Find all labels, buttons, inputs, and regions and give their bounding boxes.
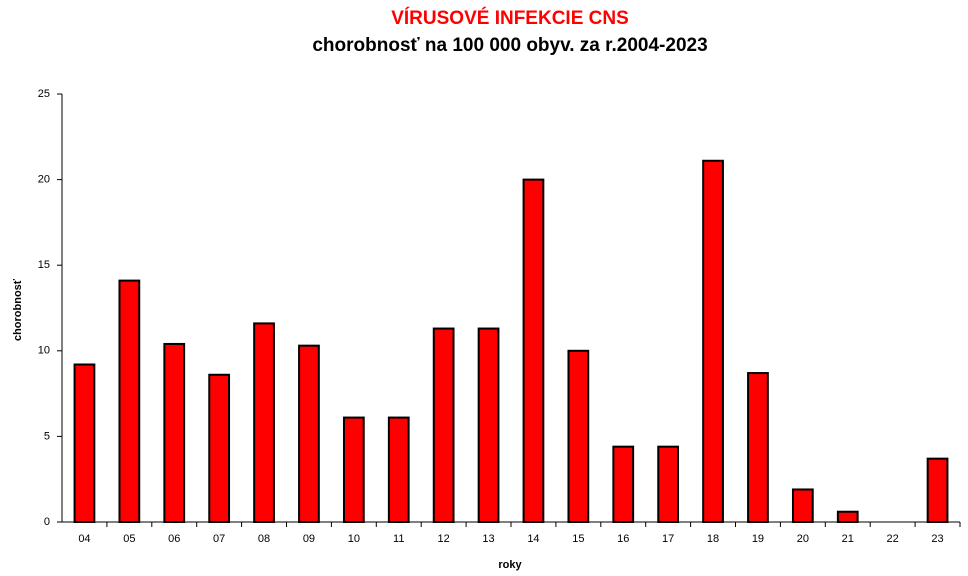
y-tick-label: 20 — [38, 174, 50, 186]
y-tick-label: 15 — [38, 259, 50, 271]
x-tick-label: 09 — [303, 533, 315, 545]
x-tick-label: 23 — [931, 533, 943, 545]
x-tick-label: 16 — [617, 533, 629, 545]
bar — [926, 457, 949, 524]
y-axis-label: chorobnosť — [12, 278, 24, 341]
bar — [208, 373, 231, 523]
x-tick-label: 19 — [752, 533, 764, 545]
x-tick-label: 10 — [348, 533, 360, 545]
bar — [163, 342, 186, 523]
y-tick-label: 0 — [44, 516, 50, 528]
x-tick-label: 18 — [707, 533, 719, 545]
x-axis-label: roky — [498, 559, 522, 571]
x-tick-label: 11 — [393, 533, 404, 545]
x-tick-label: 21 — [842, 533, 854, 545]
bar — [342, 416, 365, 523]
x-tick-label: 20 — [797, 533, 809, 545]
bar — [567, 349, 590, 523]
x-tick-label: 15 — [572, 533, 584, 545]
bar — [477, 327, 500, 523]
y-tick-label: 5 — [44, 430, 50, 442]
x-tick-label: 22 — [887, 533, 899, 545]
bar — [522, 178, 545, 523]
y-tick-label: 10 — [38, 345, 50, 357]
x-tick-label: 06 — [168, 533, 180, 545]
chart-title: VÍRUSOVÉ INFEKCIE CNS — [391, 7, 629, 29]
bar — [253, 322, 275, 523]
bar — [657, 445, 680, 523]
x-tick-label: 12 — [438, 533, 450, 545]
bar — [73, 363, 96, 523]
x-tick-label: 05 — [123, 533, 135, 545]
x-tick-label: 14 — [527, 533, 539, 545]
x-tick-label: 17 — [662, 533, 674, 545]
x-tick-label: 08 — [258, 533, 270, 545]
bar — [747, 372, 769, 523]
bar — [702, 159, 724, 523]
bar — [387, 416, 410, 523]
bar — [836, 510, 859, 523]
y-tick-label: 25 — [38, 88, 50, 100]
bar — [298, 344, 320, 523]
x-tick-label: 07 — [213, 533, 225, 545]
bar — [612, 445, 635, 523]
bar — [118, 279, 141, 523]
bar — [791, 488, 814, 523]
chart-subtitle: chorobnosť na 100 000 obyv. za r.2004-20… — [312, 35, 707, 56]
bar — [432, 327, 455, 523]
x-tick-label: 04 — [78, 533, 90, 545]
x-tick-label: 13 — [482, 533, 494, 545]
